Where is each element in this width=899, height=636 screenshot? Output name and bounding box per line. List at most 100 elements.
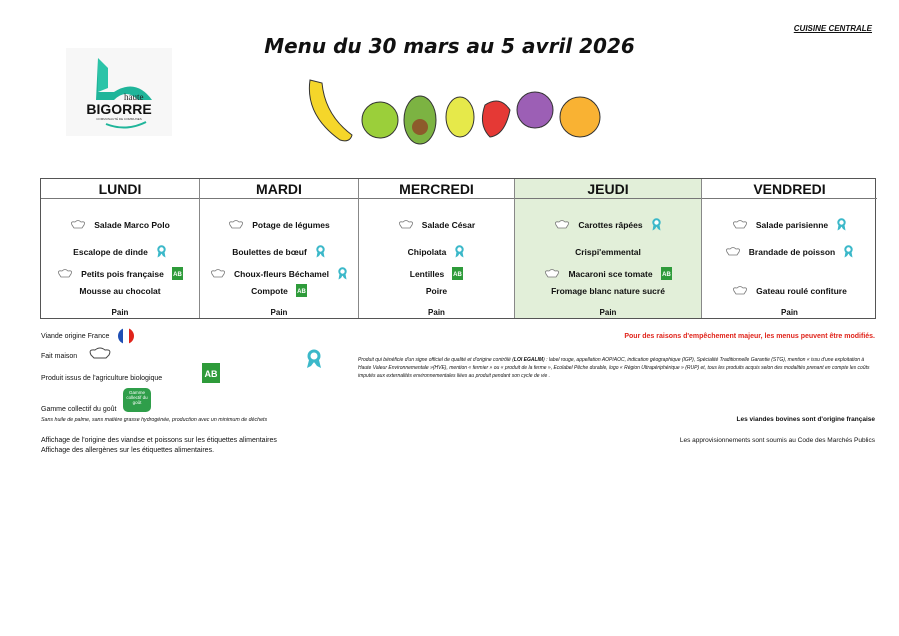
day-header: MERCREDI xyxy=(359,179,514,199)
page-title: Menu du 30 mars au 5 avril 2026 xyxy=(264,34,635,58)
legend-gamme: Gamme collectif du goût xyxy=(41,406,117,413)
menu-item-label: Lentilles xyxy=(409,269,445,279)
svg-text:haute: haute xyxy=(124,92,144,102)
menu-item-label: Salade parisienne xyxy=(755,220,829,230)
chef-hat-icon xyxy=(544,268,560,280)
menu-item-label: Poire xyxy=(425,286,448,296)
affichage-origine: Affichage de l'origine des viandse et po… xyxy=(41,437,277,444)
day-header: MARDI xyxy=(200,179,358,199)
chef-hat-icon xyxy=(732,219,748,231)
day-column-mardi: MARDI Potage de légumes Boulettes de bœuf C… xyxy=(199,179,358,318)
menu-item-label: Fromage blanc nature sucré xyxy=(551,286,665,296)
gamme-note: Sans huile de palme, sans matière grasse… xyxy=(41,417,268,423)
menu-item-label: Brandade de poisson xyxy=(748,247,836,257)
svg-text:AB: AB xyxy=(297,289,306,295)
label-rouge-icon xyxy=(307,349,321,368)
day-header: JEUDI xyxy=(515,179,701,199)
legend-france: Viande origine France xyxy=(41,333,110,340)
day-column-vendredi: VENDREDI Salade parisienne Brandade de poi… xyxy=(701,179,877,318)
menu-item: Salade César xyxy=(359,218,514,232)
chef-hat-icon xyxy=(554,219,570,231)
day-header: VENDREDI xyxy=(702,179,877,199)
day-column-jeudi: JEUDI Carottes râpées Crispi'emmental Macar… xyxy=(514,179,701,318)
day-header: LUNDI xyxy=(41,179,199,199)
menu-item: Choux-fleurs Béchamel xyxy=(200,266,358,282)
menu-item: Escalope de dinde xyxy=(41,244,199,260)
chef-hat-icon xyxy=(725,246,741,258)
menu-item: Chipolata xyxy=(359,244,514,260)
menu-item: Lentilles AB xyxy=(359,266,514,282)
menu-item: Boulettes de bœuf xyxy=(200,244,358,260)
bio-ab-icon: AB xyxy=(171,266,183,282)
menu-item: Gateau roulé confiture xyxy=(702,284,877,298)
menu-item-label: Carottes râpées xyxy=(578,220,643,230)
svg-text:COMMUNAUTÉ DE COMMUNES: COMMUNAUTÉ DE COMMUNES xyxy=(96,116,142,121)
cuisine-centrale-label: CUISINE CENTRALE xyxy=(793,24,872,33)
menu-item: Poire xyxy=(359,284,514,298)
label-rouge-icon xyxy=(836,217,847,233)
menu-item-label: Boulettes de bœuf xyxy=(232,247,307,257)
haute-bigorre-logo: haute BIGORRE COMMUNAUTÉ DE COMMUNES xyxy=(66,48,172,136)
bio-ab-icon: AB xyxy=(295,283,307,299)
label-rouge-icon xyxy=(156,244,167,260)
menu-item-label: Macaroni sce tomate xyxy=(568,269,653,279)
menu-item: Potage de légumes xyxy=(200,218,358,232)
menu-item: Brandade de poisson xyxy=(702,244,877,260)
svg-text:AB: AB xyxy=(453,272,462,278)
svg-text:AB: AB xyxy=(662,272,671,278)
label-rouge-icon xyxy=(454,244,465,260)
label-rouge-icon xyxy=(337,266,348,282)
bio-ab-icon: AB xyxy=(660,266,672,282)
menu-item-label: Chipolata xyxy=(407,247,447,257)
menu-item: Salade Marco Polo xyxy=(41,218,199,232)
svg-text:BIGORRE: BIGORRE xyxy=(86,101,151,117)
bread-label: Pain xyxy=(428,308,445,317)
day-column-lundi: LUNDI Salade Marco Polo Escalope de dinde P… xyxy=(41,179,199,318)
label-rouge-icon xyxy=(843,244,854,260)
menu-item: Salade parisienne xyxy=(702,217,877,233)
menu-item-label: Escalope de dinde xyxy=(73,247,148,257)
menu-item: Compote AB xyxy=(200,283,358,299)
svg-text:AB: AB xyxy=(173,272,182,278)
menu-item-label: Compote xyxy=(251,286,288,296)
label-rouge-icon xyxy=(315,244,326,260)
menu-item-label: Salade César xyxy=(421,220,476,230)
bread-label: Pain xyxy=(781,308,798,317)
menu-item-label: Choux-fleurs Béchamel xyxy=(234,269,329,279)
bread-label: Pain xyxy=(270,308,288,317)
menu-item: Mousse au chocolat xyxy=(41,284,199,298)
bread-label: Pain xyxy=(111,308,129,317)
gamme-collectif-badge: Gamme collectif du goût xyxy=(123,388,151,412)
affichage-allergenes: Affichage des allergènes sur les étiquet… xyxy=(41,447,215,454)
menu-item-label: Salade Marco Polo xyxy=(94,220,170,230)
menu-item-label: Crispi'emmental xyxy=(575,247,641,257)
legend-fait-maison: Fait maison xyxy=(41,353,78,360)
chef-hat-icon xyxy=(70,219,86,231)
menu-item-label: Potage de légumes xyxy=(252,220,330,230)
chef-hat-icon xyxy=(89,347,111,359)
egalim-note: Produit qui bénéficie d'un signe officie… xyxy=(358,357,870,379)
chef-hat-icon xyxy=(210,268,226,280)
menu-item: Fromage blanc nature sucré xyxy=(515,284,701,298)
svg-text:AB: AB xyxy=(205,369,218,379)
warning-text: Pour des raisons d'empêchement majeur, l… xyxy=(624,333,875,340)
menu-item: Petits pois française AB xyxy=(41,266,199,282)
menu-item: Carottes râpées xyxy=(515,217,701,232)
france-flag-icon xyxy=(118,328,134,344)
chef-hat-icon xyxy=(57,268,73,280)
chef-hat-icon xyxy=(732,285,748,297)
bio-ab-icon: AB xyxy=(452,266,464,282)
menu-item-label: Mousse au chocolat xyxy=(79,286,161,296)
legend-bio: Produit issus de l'agriculture biologiqu… xyxy=(41,375,163,382)
marches-note: Les approvisionnements sont soumis au Co… xyxy=(679,437,875,444)
menu-item: Crispi'emmental xyxy=(515,245,701,259)
chef-hat-icon xyxy=(228,219,244,231)
menu-item-label: Gateau roulé confiture xyxy=(756,286,847,296)
menu-item: Macaroni sce tomate AB xyxy=(515,266,701,282)
menu-item-label: Petits pois française xyxy=(81,269,164,279)
day-column-mercredi: MERCREDI Salade César Chipolata Lentilles AB… xyxy=(358,179,514,318)
bio-ab-icon: AB xyxy=(202,363,220,383)
bread-label: Pain xyxy=(599,308,617,317)
fruit-characters-illustration xyxy=(308,79,601,145)
chef-hat-icon xyxy=(398,219,414,231)
